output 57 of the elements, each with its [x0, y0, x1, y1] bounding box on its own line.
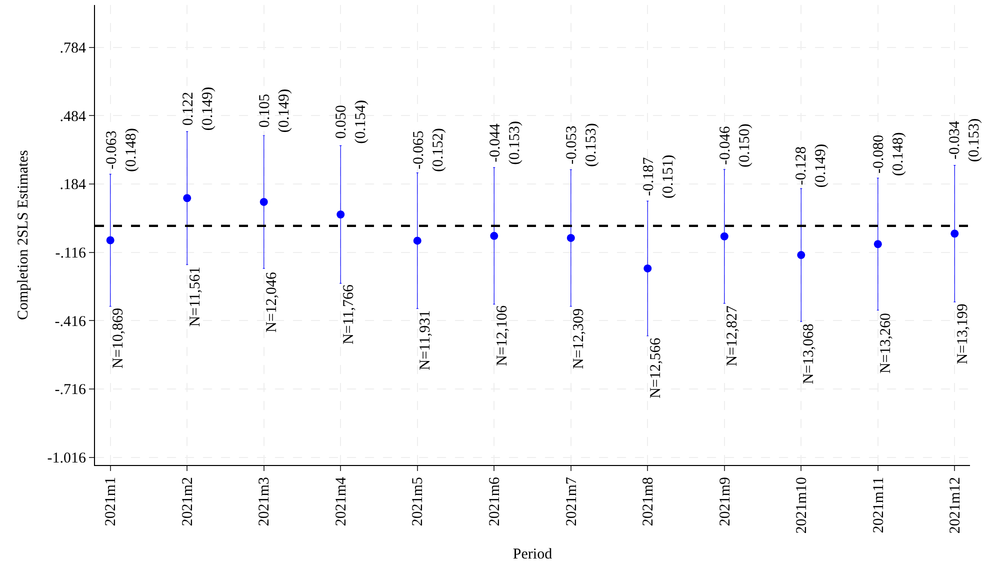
annotation: N=11,931 [418, 310, 434, 370]
y-tick-label: .784 [60, 40, 86, 57]
x-tick-label: 2021m3 [256, 477, 273, 526]
y-tick-label: -.116 [55, 246, 86, 262]
y-tick-label: .484 [60, 108, 86, 125]
annotation: N=13,199 [955, 304, 972, 364]
annotation: N=12,046 [264, 271, 280, 333]
x-tick-label: 2021m9 [717, 477, 734, 526]
y-tick-label: -1.016 [47, 450, 86, 467]
annotation: -0.044 (0.153) [487, 121, 523, 165]
annotation: N=12,566 [648, 337, 664, 398]
annotation: 0.105 (0.149) [257, 88, 293, 133]
point [260, 198, 268, 206]
x-tick-label: 2021m7 [564, 476, 580, 526]
x-tick-label: 2021m11 [870, 477, 887, 534]
x-tick-label: 2021m12 [948, 477, 964, 534]
annotation: N=12,827 [724, 305, 741, 366]
x-axis-title: Period [512, 546, 553, 563]
x-tick-label: 2021m4 [333, 476, 350, 526]
point [644, 264, 652, 272]
annotation: N=13,068 [801, 324, 818, 384]
annotation: -0.128 (0.149) [794, 144, 830, 188]
point [183, 194, 192, 202]
annotation: -0.063 (0.148) [104, 128, 140, 172]
x-tick-label: 2021m1 [103, 477, 120, 526]
x-tick-label: 2021m6 [486, 476, 503, 526]
point [797, 251, 806, 260]
y-tick-label: -.716 [54, 382, 86, 398]
y-tick-label: .184 [60, 177, 86, 194]
annotation: -0.053 (0.153) [564, 123, 600, 167]
x-tick-label: 2021m2 [180, 477, 196, 526]
annotation: N=12,309 [570, 308, 587, 369]
point [720, 232, 728, 240]
annotation: -0.080 (0.148) [870, 132, 906, 176]
point [950, 230, 959, 238]
point [490, 232, 498, 240]
y-axis-title: Completion 2SLS Estimates [16, 150, 32, 320]
x-tick-label: 2021m10 [794, 477, 810, 534]
point [413, 236, 422, 245]
x-tick-label: 2021m5 [410, 477, 426, 526]
annotation: N=11,766 [340, 284, 357, 344]
annotation: 0.122 (0.149) [180, 86, 216, 131]
annotation: -0.034 (0.153) [947, 118, 983, 162]
annotation: -0.046 (0.150) [717, 124, 753, 168]
annotation: N=12,106 [494, 304, 510, 366]
x-tick-label: 2021m8 [640, 477, 657, 526]
annotation: 0.050 (0.154) [333, 100, 369, 144]
point [566, 234, 575, 242]
annotation: -0.187 (0.151) [640, 154, 676, 198]
point [874, 240, 882, 248]
annotation: N=13,260 [878, 312, 894, 374]
annotation: -0.065 (0.152) [410, 128, 446, 172]
annotation: N=10,869 [110, 308, 126, 368]
point [336, 210, 345, 218]
point [106, 236, 114, 244]
y-tick-label: -.416 [54, 314, 86, 330]
annotation: N=11,561 [188, 266, 204, 327]
